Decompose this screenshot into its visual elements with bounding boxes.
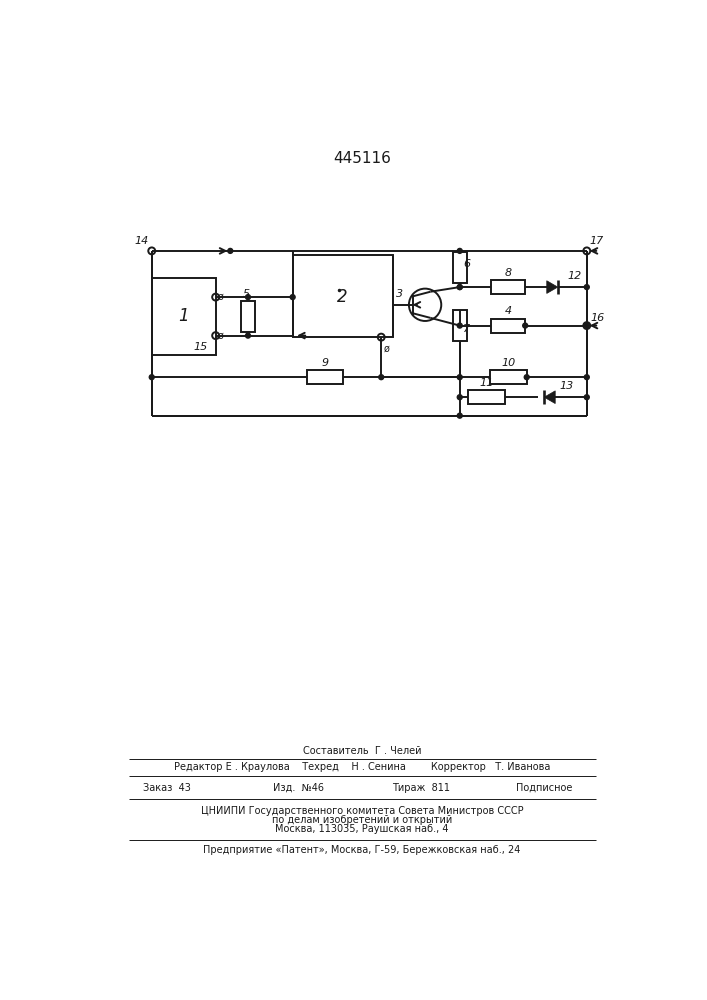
Bar (452, 310, 467, 341)
Text: 17: 17 (590, 236, 604, 246)
Polygon shape (547, 281, 558, 293)
Text: Тираж  811: Тираж 811 (392, 783, 450, 793)
Circle shape (457, 395, 462, 400)
Circle shape (457, 248, 462, 253)
Bar (452, 252, 467, 283)
Circle shape (290, 295, 295, 300)
Text: 9: 9 (322, 358, 329, 368)
Text: 1: 1 (178, 307, 189, 325)
Text: 3: 3 (396, 289, 403, 299)
Text: Изд.  №46: Изд. №46 (272, 783, 324, 793)
Circle shape (245, 295, 250, 300)
Text: ø: ø (383, 343, 390, 353)
Text: 12: 12 (568, 271, 582, 281)
Text: 8: 8 (505, 268, 512, 278)
Polygon shape (544, 391, 555, 404)
Circle shape (584, 285, 589, 290)
Bar (152, 278, 216, 355)
Circle shape (457, 413, 462, 418)
Bar (241, 301, 255, 332)
Bar (307, 370, 344, 384)
Text: Подписное: Подписное (516, 783, 573, 793)
Bar (490, 370, 527, 384)
Text: Составитель  Г . Челей: Составитель Г . Челей (303, 746, 421, 756)
Bar (293, 255, 393, 337)
Text: 15: 15 (194, 342, 208, 352)
Circle shape (245, 333, 250, 338)
Text: 445116: 445116 (333, 151, 391, 166)
Circle shape (584, 375, 589, 380)
Circle shape (457, 285, 462, 290)
Text: 7: 7 (463, 324, 470, 334)
Bar (468, 390, 506, 404)
Text: ø: ø (218, 292, 224, 302)
Circle shape (457, 375, 462, 380)
Text: Редактор Е . Краулова    Техред    Н . Сенина        Корректор   Т. Иванова: Редактор Е . Краулова Техред Н . Сенина … (174, 762, 550, 772)
Text: 16: 16 (590, 313, 605, 323)
Circle shape (379, 375, 384, 380)
Text: 5: 5 (243, 289, 250, 299)
Text: Москва, 113035, Раушская наб., 4: Москва, 113035, Раушская наб., 4 (275, 824, 449, 834)
Text: 10: 10 (501, 358, 515, 368)
Bar (491, 280, 525, 294)
Circle shape (457, 285, 462, 290)
Circle shape (584, 395, 589, 400)
Text: ЦНИИПИ Государственного комитета Совета Министров СССР: ЦНИИПИ Государственного комитета Совета … (201, 806, 523, 816)
Text: 6: 6 (463, 259, 470, 269)
Text: 14: 14 (134, 236, 148, 246)
Circle shape (149, 375, 154, 380)
Circle shape (525, 375, 530, 380)
Text: 13: 13 (559, 381, 573, 391)
Text: по делам изобретений и открытий: по делам изобретений и открытий (271, 815, 452, 825)
Text: 2: 2 (337, 288, 348, 306)
Circle shape (457, 323, 462, 328)
Circle shape (522, 323, 527, 328)
Text: Предприятие «Патент», Москва, Г-59, Бережковская наб., 24: Предприятие «Патент», Москва, Г-59, Бере… (204, 845, 520, 855)
Text: 11: 11 (479, 378, 493, 388)
Text: 4: 4 (505, 306, 512, 316)
Text: ø: ø (218, 331, 224, 341)
Circle shape (228, 248, 233, 253)
Bar (491, 319, 525, 333)
Circle shape (584, 323, 589, 328)
Text: Заказ  43: Заказ 43 (144, 783, 191, 793)
